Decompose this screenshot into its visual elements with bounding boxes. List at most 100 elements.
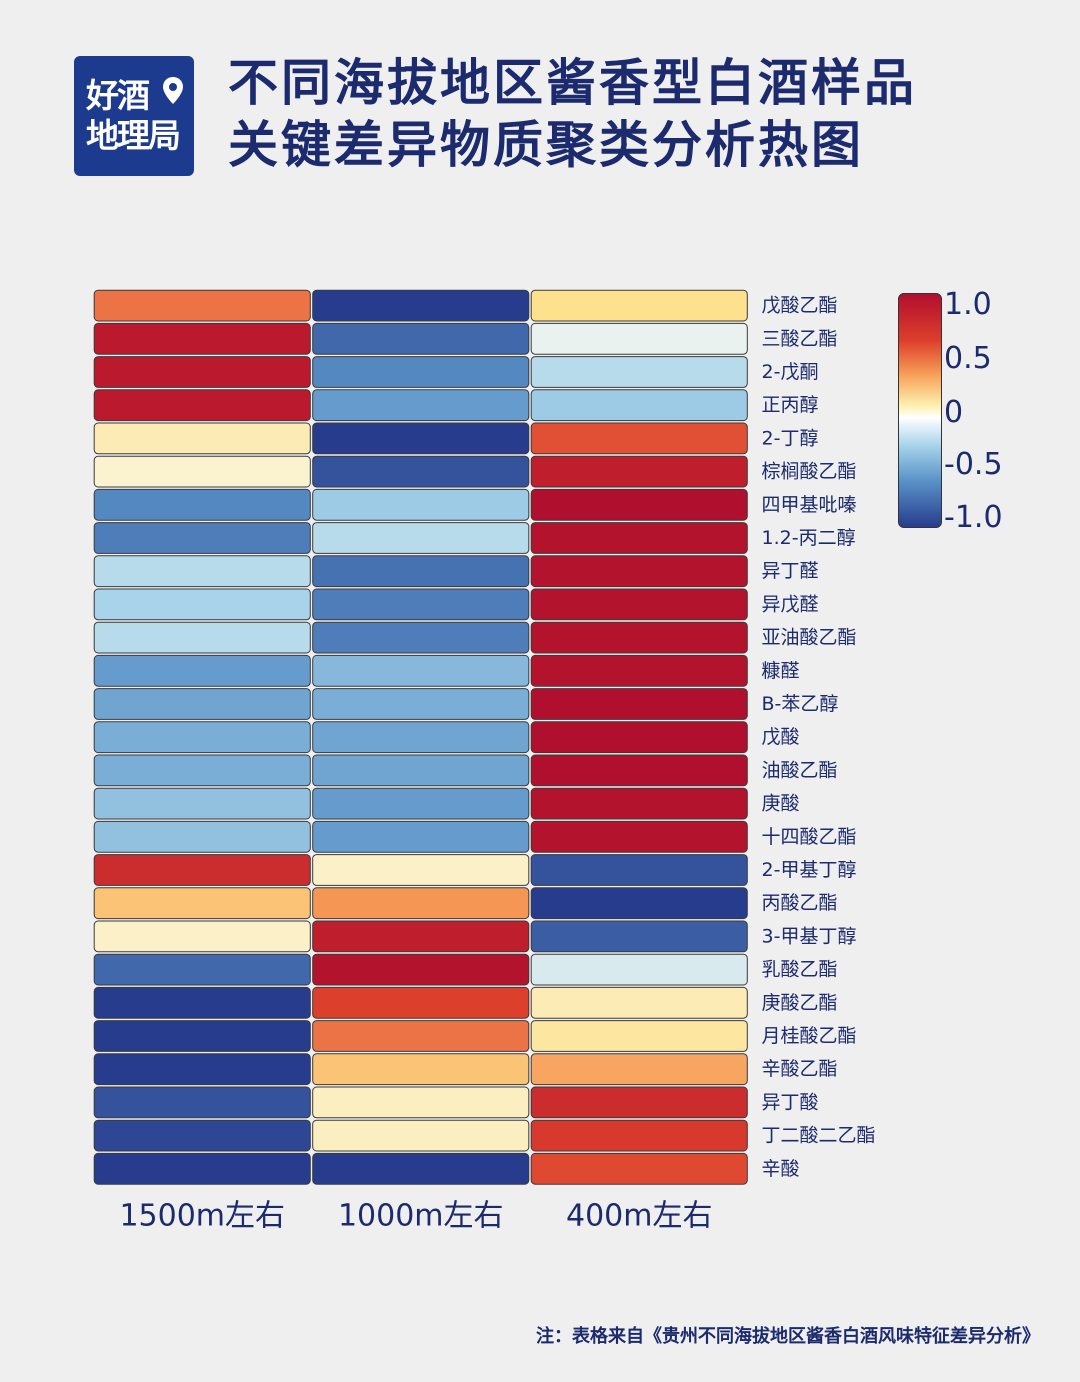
heatmap-cell [312, 953, 530, 986]
row-label: 棕榈酸乙酯 [762, 461, 857, 483]
heatmap-cell [93, 953, 311, 986]
row-label: 2-甲基丁醇 [762, 859, 857, 881]
heatmap-cell [93, 488, 311, 521]
heatmap-cell [312, 555, 530, 588]
heatmap-cell [530, 356, 748, 388]
heatmap-cell [312, 389, 530, 422]
footnote: 注：表格来自《贵州不同海拔地区酱香白酒风味特征差异分析》 [536, 1326, 1040, 1347]
colorbar-tick-label: 1.0 [944, 287, 992, 322]
heatmap-cell [93, 1053, 311, 1086]
heatmap-cell [93, 787, 311, 820]
colorbar-tick-label: -1.0 [944, 500, 1003, 535]
logo-text-line1: 好酒 [86, 76, 150, 115]
colorbar-gradient [898, 293, 942, 528]
heatmap-cell [530, 389, 748, 422]
heatmap-cell [93, 854, 311, 886]
heatmap-cell [312, 1086, 530, 1119]
heatmap-cell [93, 1152, 311, 1185]
heatmap-cell [312, 754, 530, 787]
row-label: 油酸乙酯 [762, 759, 838, 781]
row-label: 四甲基吡嗪 [762, 494, 857, 516]
row-label: 异丁醛 [762, 560, 819, 582]
heatmap-cell [312, 488, 530, 521]
row-label: 十四酸乙酯 [762, 826, 857, 848]
column-label: 1000m左右 [338, 1198, 504, 1233]
row-label: 辛酸 [762, 1158, 800, 1180]
heatmap-cell [93, 455, 311, 488]
heatmap-cell [530, 820, 748, 853]
colorbar-tick-label: 0 [944, 395, 964, 430]
heatmap-cell [312, 654, 530, 687]
heatmap-cell [530, 1020, 748, 1052]
row-label: 正丙醇 [762, 394, 819, 416]
column-label: 400m左右 [566, 1198, 712, 1233]
heatmap-cell [312, 787, 530, 820]
heatmap-cell [530, 1119, 748, 1152]
row-label: 戊酸乙酯 [762, 295, 838, 317]
heatmap-cell [312, 1152, 530, 1185]
heatmap-cell [530, 986, 748, 1019]
row-label: 辛酸乙酯 [762, 1058, 838, 1080]
heatmap-cell [530, 621, 748, 654]
heatmap-cell [312, 986, 530, 1019]
title-line-1: 不同海拔地区酱香型白酒样品 [228, 54, 917, 112]
heatmap-cell [530, 588, 748, 621]
heatmap-cell [530, 289, 748, 322]
colorbar [898, 293, 942, 528]
page-title: 不同海拔地区酱香型白酒样品 关键差异物质聚类分析热图 [228, 52, 1048, 176]
heatmap-cell [93, 356, 311, 388]
heatmap-cell [530, 920, 748, 953]
row-label: 2-丁醇 [762, 427, 819, 449]
heatmap-cell [530, 953, 748, 986]
row-label: 糠醛 [762, 659, 800, 682]
heatmap-cell [530, 322, 748, 355]
heatmap-cell [312, 455, 530, 488]
heatmap-cell [312, 522, 530, 554]
row-label: 乳酸乙酯 [762, 959, 838, 981]
heatmap-cell [530, 422, 748, 455]
heatmap-cell [530, 522, 748, 554]
heatmap-cell [312, 422, 530, 455]
heatmap-cell [530, 854, 748, 886]
heatmap-cell [93, 555, 311, 588]
row-label: 戊酸 [762, 726, 800, 748]
heatmap-cell [312, 1119, 530, 1152]
heatmap-cell [93, 1020, 311, 1052]
heatmap-cell [312, 887, 530, 920]
heatmap-cell [530, 1053, 748, 1086]
heatmap-cell [93, 322, 311, 355]
heatmap-cell [530, 721, 748, 754]
row-label: 亚油酸乙酯 [762, 627, 857, 649]
heatmap-cell [312, 721, 530, 754]
title-line-2: 关键差异物质聚类分析热图 [228, 116, 864, 174]
heatmap-cell [312, 1020, 530, 1052]
heatmap-cell [312, 920, 530, 953]
heatmap-cell [312, 289, 530, 322]
heatmap-cell [93, 621, 311, 654]
row-label: 1.2-丙二醇 [762, 527, 856, 549]
heatmap-cell [312, 588, 530, 621]
heatmap-cell [530, 488, 748, 521]
heatmap-cell [530, 1152, 748, 1185]
heatmap-cell [93, 986, 311, 1019]
heatmap-cell [530, 654, 748, 687]
heatmap-cell [530, 787, 748, 820]
heatmap-cell [93, 588, 311, 621]
row-label: 丁二酸二乙酯 [762, 1125, 876, 1147]
row-label: B-苯乙醇 [762, 693, 839, 715]
heatmap-cell [312, 854, 530, 886]
logo: 好酒 地理局 [74, 56, 194, 176]
row-label: 异丁酸 [762, 1091, 819, 1113]
heatmap-cell [93, 289, 311, 322]
logo-text-line2: 地理局 [86, 116, 181, 155]
heatmap-cell [530, 754, 748, 787]
heatmap-cell [93, 887, 311, 920]
colorbar-tick-label: 0.5 [944, 341, 992, 376]
location-pin-icon [163, 77, 183, 104]
heatmap-cell [93, 389, 311, 422]
heatmap-cell [312, 356, 530, 388]
heatmap-cell [312, 688, 530, 720]
heatmap-cell [93, 422, 311, 455]
heatmap-cell [93, 1119, 311, 1152]
